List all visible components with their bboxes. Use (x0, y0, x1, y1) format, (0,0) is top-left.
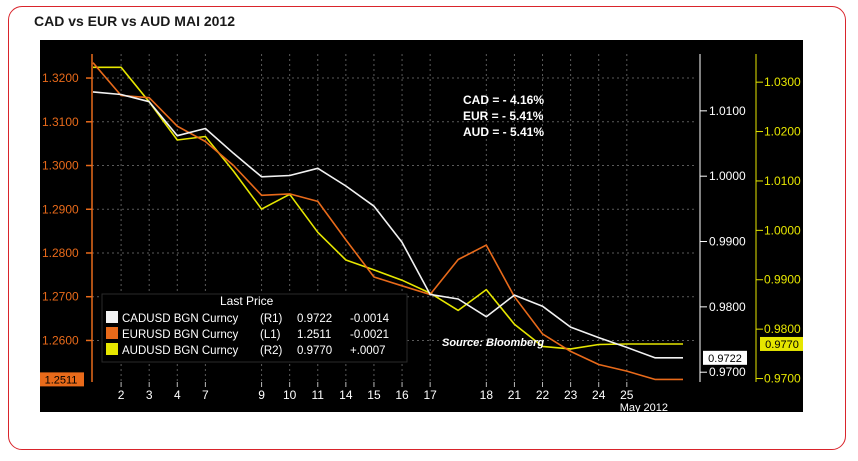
right1-tick-label: 0.9900 (709, 235, 746, 249)
legend-last-price: 0.9770 (297, 345, 332, 357)
last-price-tag-cad (703, 350, 747, 365)
legend-swatch-eur (106, 327, 118, 339)
source-label: Source: Bloomberg (442, 337, 544, 349)
right1-tick-label: 1.0000 (709, 169, 746, 183)
annotation-cad: CAD = - 4.16% (463, 93, 544, 107)
last-price-tag-eur (38, 372, 84, 387)
last-price-tag-label: 1.2511 (45, 374, 78, 386)
x-tick-label: 22 (536, 388, 550, 402)
series (92, 62, 683, 381)
left-tick-label: 1.2900 (42, 202, 79, 216)
x-tick-label: 2 (118, 388, 125, 402)
right1-tick-label: 0.9800 (709, 300, 746, 314)
x-tick-label: 3 (146, 388, 153, 402)
legend-axis-label: (R2) (260, 345, 283, 357)
right2-tick-label: 1.0100 (764, 174, 801, 188)
x-sub-label: May 2012 (620, 402, 668, 412)
x-tick-label: 23 (564, 388, 578, 402)
x-tick-label: 18 (480, 388, 494, 402)
annotation-aud: AUD = - 5.41% (463, 125, 544, 139)
right2-tick-label: 0.9700 (764, 372, 801, 386)
legend-series-name: EURUSD BGN Curncy (122, 329, 239, 341)
legend-change: +.0007 (350, 345, 386, 357)
series-line-cad (92, 91, 683, 359)
legend: Last Price CADUSD BGN Curncy (R1) 0.9722 -0.… (101, 293, 408, 363)
legend-last-price: 0.9722 (297, 313, 332, 325)
legend-series-name: AUDUSD BGN Curncy (122, 345, 239, 357)
x-tick-label: 11 (312, 388, 325, 402)
right2-tick-label: 1.0200 (764, 125, 801, 139)
x-tick-label: 9 (258, 388, 265, 402)
left-tick-label: 1.3200 (42, 71, 79, 85)
legend-change: -0.0014 (350, 313, 390, 325)
legend-swatch-cad (106, 311, 118, 323)
x-tick-label: 17 (423, 388, 437, 402)
last-price-tag-label: 0.9770 (765, 339, 799, 351)
last-price-tag-aud (760, 336, 804, 351)
right2-tick-label: 1.0000 (764, 223, 801, 237)
page-title: CAD vs EUR vs AUD MAI 2012 (34, 13, 235, 29)
legend-series-name: CADUSD BGN Curncy (122, 313, 239, 325)
right1-tick-label: 1.0100 (709, 104, 746, 118)
x-tick-label: 21 (508, 388, 522, 402)
legend-axis-label: (L1) (260, 329, 281, 341)
series-line-eur (92, 62, 683, 381)
annotations: CAD = - 4.16% EUR = - 5.41% AUD = - 5.41% S… (442, 93, 544, 349)
last-price-tag-label: 0.9722 (708, 353, 742, 365)
x-tick-label: 15 (367, 388, 381, 402)
left-tick-label: 1.3000 (42, 159, 79, 173)
x-tick-label: 4 (174, 388, 181, 402)
x-tick-label: 25 (620, 388, 634, 402)
x-tick-label: 10 (283, 388, 297, 402)
chart-area: 2 3 4 7 9 10 11 14 15 16 17 18 21 22 23 24 25 May 2012 1.3… (38, 40, 804, 414)
legend-change: -0.0021 (350, 329, 389, 341)
legend-last-price: 1.2511 (297, 329, 331, 341)
left-tick-label: 1.2600 (42, 333, 79, 347)
x-tick-label: 7 (202, 388, 209, 402)
right2-tick-label: 1.0300 (764, 75, 801, 89)
right2-tick-label: 0.9800 (764, 322, 801, 336)
legend-header: Last Price (220, 294, 274, 308)
legend-box (101, 293, 408, 363)
legend-swatch-aud (106, 343, 118, 355)
right2-tick-label: 0.9900 (764, 273, 801, 287)
x-tick-label: 14 (339, 388, 353, 402)
x-tick-label: 24 (592, 388, 606, 402)
series-line-aud (93, 66, 683, 350)
left-tick-label: 1.2700 (42, 290, 79, 304)
x-tick-label: 16 (395, 388, 409, 402)
annotation-eur: EUR = - 5.41% (463, 109, 544, 123)
legend-axis-label: (R1) (260, 313, 283, 325)
left-tick-label: 1.2800 (42, 246, 79, 260)
right1-tick-label: 0.9700 (709, 365, 746, 379)
left-tick-label: 1.3100 (42, 115, 79, 129)
